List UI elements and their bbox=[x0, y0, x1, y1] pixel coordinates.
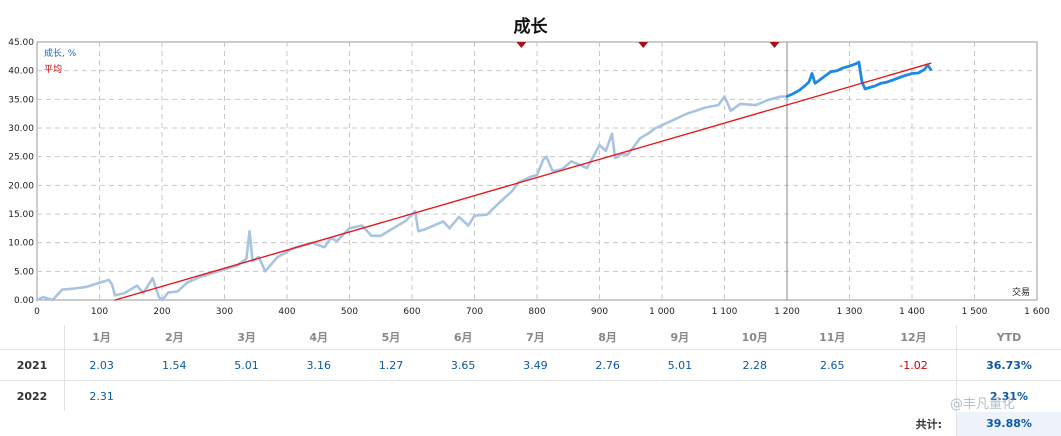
y-tick-label: 45.00 bbox=[8, 38, 34, 48]
y-tick-label: 20.00 bbox=[8, 181, 34, 191]
y-tick-label: 0.00 bbox=[14, 296, 34, 306]
month-header: 10月 bbox=[741, 331, 768, 344]
value-cell bbox=[282, 380, 355, 411]
month-header: 1月 bbox=[92, 331, 111, 344]
month-header: 2月 bbox=[164, 331, 184, 344]
x-tick-label: 900 bbox=[591, 307, 608, 317]
value-cell: 5.01 bbox=[643, 349, 716, 381]
month-header: 6月 bbox=[453, 331, 473, 344]
x-tick-label: 1 000 bbox=[649, 307, 675, 317]
chart-title: 成长 bbox=[513, 17, 548, 37]
value-cell bbox=[210, 380, 283, 411]
month-header: 9月 bbox=[670, 331, 690, 344]
total-label: 共计: bbox=[915, 418, 942, 431]
total-value: 39.88% bbox=[956, 412, 1061, 436]
value-cell bbox=[427, 380, 500, 411]
watermark: @丰凡量化 bbox=[950, 397, 1016, 412]
year-cell: 2022 bbox=[0, 380, 65, 411]
ytd-cell: 36.73% bbox=[956, 349, 1061, 381]
total-row: 共计: 39.88% bbox=[916, 412, 1061, 436]
y-tick-label: 15.00 bbox=[8, 210, 34, 220]
value-cell: 1.27 bbox=[354, 349, 428, 381]
table-row: 2021 2.03 1.54 5.01 3.16 1.27 3.65 3.49 … bbox=[0, 349, 1061, 381]
value-cell bbox=[715, 380, 794, 411]
y-tick-label: 30.00 bbox=[8, 124, 34, 134]
value-cell: 2.31 bbox=[64, 380, 139, 411]
growth-line bbox=[35, 95, 789, 302]
value-cell: -1.02 bbox=[871, 349, 957, 381]
value-cell bbox=[571, 380, 644, 411]
average-trend-line bbox=[114, 62, 932, 301]
x-axis-label: 交易 bbox=[1012, 286, 1030, 298]
value-cell: 1.54 bbox=[138, 349, 211, 381]
value-cell bbox=[138, 380, 211, 411]
table-row: 2022 2.31 2.31% bbox=[0, 380, 1061, 411]
x-tick-label: 1 300 bbox=[837, 307, 863, 317]
x-tick-label: 1 200 bbox=[774, 307, 800, 317]
growth-chart: 0.00 5.00 10.00 15.00 20.00 25.00 30.00 35.00 40… bbox=[8, 38, 1050, 317]
x-tick-label: 200 bbox=[153, 307, 170, 317]
month-header: 4月 bbox=[309, 331, 329, 344]
month-header: 7月 bbox=[526, 331, 545, 344]
value-cell bbox=[871, 380, 957, 411]
value-cell: 5.01 bbox=[210, 349, 283, 381]
y-tick-label: 10.00 bbox=[8, 239, 34, 249]
x-tick-label: 1 100 bbox=[712, 307, 738, 317]
value-cell: 2.03 bbox=[64, 349, 139, 381]
y-tick-label: 40.00 bbox=[8, 67, 34, 77]
year-header bbox=[0, 325, 65, 350]
legend-growth: 成长, % bbox=[44, 47, 77, 59]
monthly-returns-table: 1月 2月 3月 4月 5月 6月 7月 8月 9月 10月 11月 12月 Y… bbox=[0, 325, 1061, 411]
ytd-cell: 2.31% bbox=[956, 380, 1061, 411]
value-cell bbox=[643, 380, 716, 411]
top-marker bbox=[516, 42, 527, 48]
value-cell: 2.76 bbox=[571, 349, 644, 381]
top-marker bbox=[769, 42, 780, 48]
value-cell bbox=[499, 380, 572, 411]
x-tick-label: 500 bbox=[341, 307, 358, 317]
x-tick-label: 800 bbox=[528, 307, 545, 317]
value-cell: 3.49 bbox=[499, 349, 572, 381]
year-cell: 2021 bbox=[0, 349, 65, 381]
x-tick-label: 100 bbox=[91, 307, 108, 317]
x-tick-label: 1 400 bbox=[899, 307, 925, 317]
legend-average: 平均 bbox=[44, 63, 62, 75]
value-cell bbox=[793, 380, 872, 411]
month-header: 3月 bbox=[237, 331, 256, 344]
top-marker bbox=[638, 42, 649, 48]
y-tick-label: 25.00 bbox=[8, 153, 34, 163]
x-tick-label: 400 bbox=[278, 307, 295, 317]
y-tick-label: 35.00 bbox=[8, 95, 34, 105]
x-tick-label: 0 bbox=[34, 307, 40, 317]
value-cell: 3.65 bbox=[427, 349, 500, 381]
x-tick-label: 1 500 bbox=[962, 307, 988, 317]
value-cell: 3.16 bbox=[282, 349, 355, 381]
ytd-header: YTD bbox=[956, 325, 1061, 350]
value-cell: 2.28 bbox=[715, 349, 794, 381]
x-tick-label: 1 600 bbox=[1024, 307, 1050, 317]
month-header: 5月 bbox=[381, 331, 401, 344]
x-tick-label: 300 bbox=[216, 307, 233, 317]
month-header: 12月 bbox=[900, 331, 927, 344]
x-tick-label: 700 bbox=[466, 307, 483, 317]
month-header: 8月 bbox=[598, 331, 617, 344]
growth-line-recent bbox=[785, 60, 933, 98]
table-header-row: 1月 2月 3月 4月 5月 6月 7月 8月 9月 10月 11月 12月 Y… bbox=[0, 325, 1061, 350]
month-header: 11月 bbox=[819, 331, 846, 344]
y-tick-label: 5.00 bbox=[14, 267, 34, 277]
value-cell: 2.65 bbox=[793, 349, 872, 381]
value-cell bbox=[354, 380, 428, 411]
x-tick-label: 600 bbox=[403, 307, 420, 317]
